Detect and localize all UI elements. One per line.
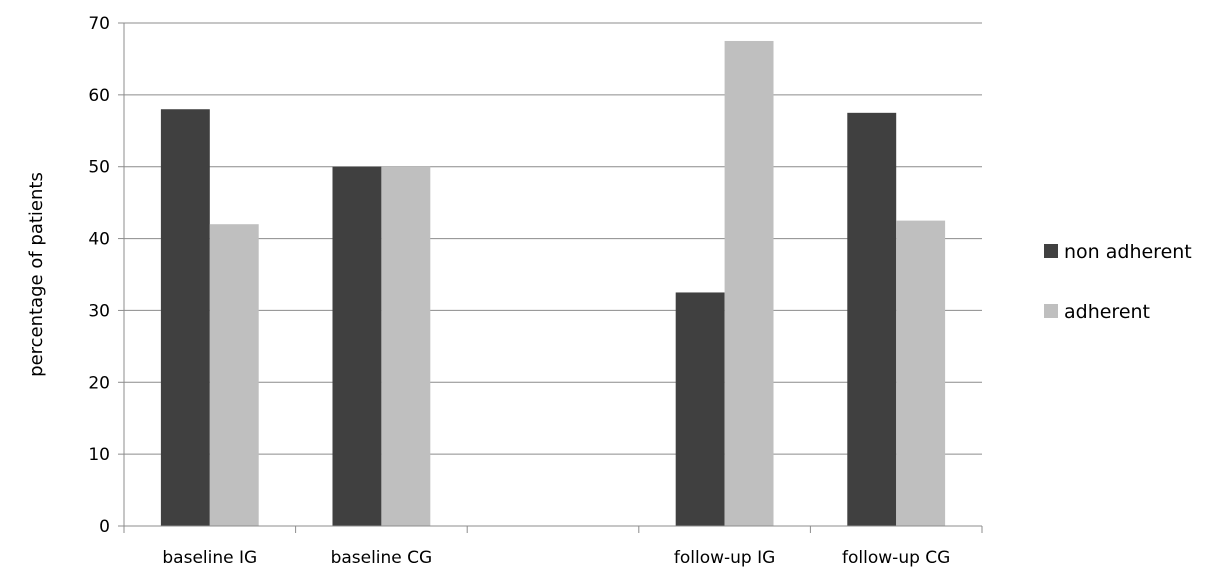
- x-category-labels: baseline IG baseline CG follow-up IG follow…: [162, 548, 950, 568]
- bar-adherent: [209, 224, 259, 526]
- bar-non-adherent: [847, 112, 897, 527]
- bar-non-adherent: [160, 109, 210, 526]
- axes: [118, 22, 983, 533]
- y-tick-label: 60: [88, 86, 110, 106]
- gridlines: [124, 22, 982, 455]
- bar-adherent: [381, 166, 431, 526]
- y-tick-label: 30: [88, 301, 110, 321]
- y-tick-label: 0: [99, 517, 110, 537]
- y-tick-label: 10: [88, 445, 110, 465]
- bars: [160, 40, 946, 527]
- bar-non-adherent: [332, 166, 382, 526]
- y-tick-label: 40: [88, 230, 110, 250]
- x-category-label: follow-up IG: [674, 548, 775, 568]
- y-tick-label: 70: [88, 14, 110, 34]
- bar-adherent: [896, 220, 946, 526]
- y-tick-label: 20: [88, 373, 110, 393]
- legend-label: non adherent: [1064, 241, 1192, 263]
- legend-swatch: [1044, 244, 1058, 258]
- bar-non-adherent: [675, 292, 725, 526]
- bar-adherent: [724, 40, 774, 526]
- y-tick-labels: 0 10 20 30 40 50 60 70: [88, 14, 110, 537]
- y-axis-title: percentage of patients: [26, 172, 47, 377]
- x-category-label: baseline IG: [162, 548, 257, 568]
- x-category-label: follow-up CG: [842, 548, 950, 568]
- legend: non adherent adherent: [1044, 241, 1192, 323]
- legend-label: adherent: [1064, 301, 1150, 323]
- legend-swatch: [1044, 304, 1058, 318]
- x-category-label: baseline CG: [331, 548, 433, 568]
- y-tick-label: 50: [88, 158, 110, 178]
